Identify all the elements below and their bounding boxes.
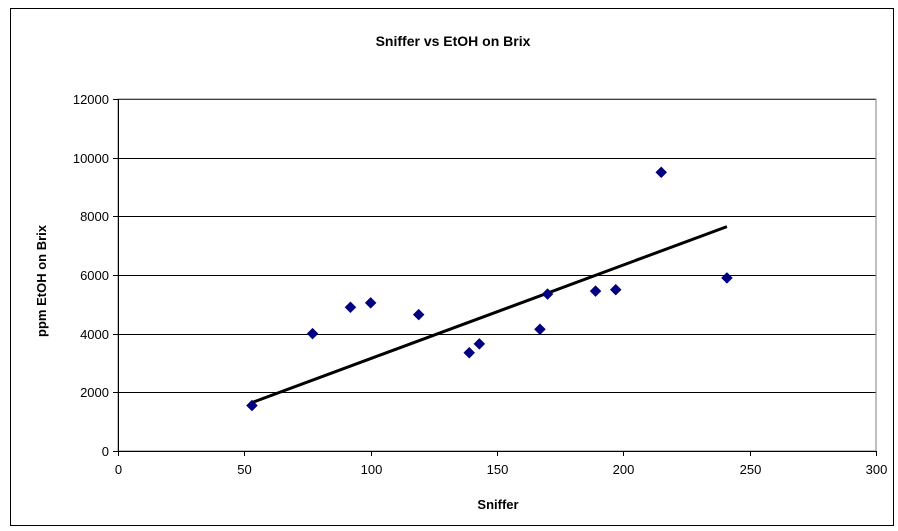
y-tick-label: 2000 [80, 385, 109, 400]
chart-frame: Sniffer vs EtOH on Brix 0 2000 4000 6000 800… [10, 8, 894, 526]
y-tick-label: 8000 [80, 209, 109, 224]
data-point [306, 327, 319, 340]
x-tick-label: 300 [866, 462, 888, 477]
x-tick-label: 150 [487, 462, 509, 477]
data-point [473, 338, 486, 350]
x-tick-label: 50 [237, 462, 251, 477]
data-point [364, 297, 377, 309]
scatter-chart: Sniffer vs EtOH on Brix 0200040006000800… [34, 33, 888, 512]
trendline-layer [251, 225, 728, 405]
x-tick-label: 0 [115, 462, 122, 477]
trendline [251, 225, 728, 405]
x-tick-label: 250 [740, 462, 762, 477]
x-tick-label: 200 [613, 462, 635, 477]
data-point [534, 323, 546, 336]
y-tick-label: 10000 [73, 151, 109, 166]
gridlines [118, 99, 876, 393]
chart-title: Sniffer vs EtOH on Brix [376, 33, 531, 49]
data-point [246, 399, 258, 412]
data-point [412, 308, 425, 321]
y-tick-label: 6000 [80, 268, 109, 283]
data-point [344, 301, 357, 314]
data-point [609, 283, 622, 296]
y-axis-label: ppm EtOH on Brix [34, 224, 49, 337]
x-tick-label: 100 [361, 462, 383, 477]
data-point [655, 166, 668, 179]
data-point [541, 288, 554, 300]
y-tick-label: 4000 [80, 327, 109, 342]
data-point [589, 285, 602, 297]
y-tick-label: 0 [102, 444, 109, 459]
y-tick-label: 12000 [73, 92, 109, 107]
data-point [721, 272, 733, 284]
data-point [463, 346, 476, 359]
x-axis-label: Sniffer [477, 497, 518, 512]
data-points [246, 166, 733, 412]
axes: 0 2000 4000 6000 8000 10000 12000 0 50 100 150 200 2… [73, 92, 888, 477]
